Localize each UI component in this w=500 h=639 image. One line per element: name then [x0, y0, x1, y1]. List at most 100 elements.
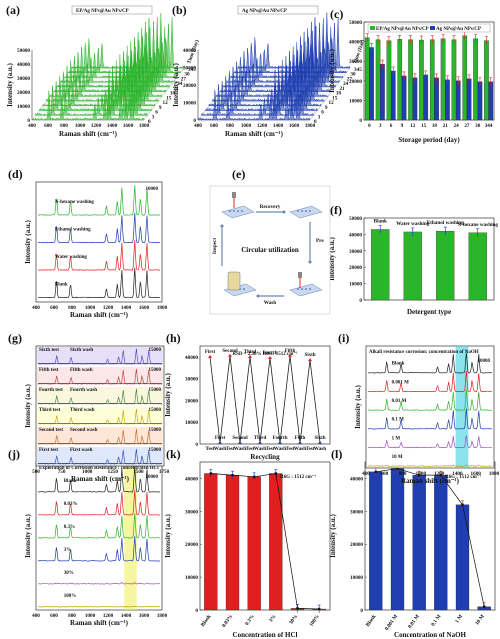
- legend-label: Ag NPs@Au NPs/CP: [242, 9, 287, 14]
- bar: [248, 477, 261, 610]
- x-tick-label: 1000: [75, 123, 86, 129]
- y-tick-label: 20000: [349, 79, 362, 85]
- schematic-panel-e: (e)RecoveryPreWashInspect Circular utiliz…: [210, 167, 330, 314]
- y-tick-label: 20000: [183, 83, 196, 89]
- arrow-pre-head: [309, 261, 312, 264]
- bar: [226, 475, 239, 610]
- waterfall-panel-(b): (b)010000200003000040000Intensity (a.u.)…: [172, 3, 367, 138]
- trend-marker: [296, 607, 298, 609]
- y-tick-label: 0: [359, 118, 362, 124]
- x-tick-label: 400: [28, 123, 36, 129]
- laser-head: [232, 192, 236, 198]
- chip-dot: [305, 288, 307, 290]
- x-tick-label: 1600: [289, 123, 300, 129]
- trace-label: 0.03%: [64, 502, 78, 507]
- y-tick-label: 10000: [183, 101, 196, 107]
- bar: [467, 79, 471, 120]
- highlight-band: [456, 346, 469, 468]
- z-tick-label: 9: [325, 105, 328, 111]
- bar: [391, 469, 404, 610]
- y-tick-label: 40000: [349, 40, 362, 46]
- spectra-panel-(i): (i)Blank0.001 M0.01 M0.1 M1 M10 MAlkali …: [338, 331, 500, 485]
- y-axis-title: Intensity (a.u.): [329, 513, 337, 557]
- cycle-label-wash: Sixth: [314, 436, 325, 441]
- x-tick-label: 400: [32, 613, 40, 619]
- y-tick-label: 0: [360, 608, 363, 614]
- x-tick-label: 1600: [471, 471, 482, 477]
- bar: [434, 78, 438, 120]
- bar: [371, 229, 389, 300]
- arrow-inspect-head: [221, 225, 224, 228]
- bar: [419, 40, 423, 120]
- bar: [402, 76, 406, 120]
- x-tick-label: 800: [226, 123, 234, 129]
- test-label: Fourth test: [39, 388, 63, 393]
- chip-dot: [301, 288, 303, 290]
- bar: [434, 475, 447, 610]
- x-tick-label: Blank: [200, 614, 213, 628]
- trend-marker: [231, 474, 233, 476]
- x-tick-label: 0.03%: [221, 614, 234, 629]
- y-tick-label: 10000: [185, 420, 198, 426]
- y-axis-title: Intensity (a.u.): [328, 48, 336, 92]
- cycle-label: Sixth: [304, 353, 315, 358]
- x-axis-title: Raman shift (cm⁻¹): [59, 130, 118, 138]
- bar: [424, 75, 428, 120]
- x-tick-label: 1800: [489, 471, 500, 477]
- x-tick-label: 0.1 M: [430, 614, 442, 628]
- bar: [469, 233, 487, 300]
- test-label: Third test: [39, 408, 61, 413]
- x-tick-label: 1800: [157, 305, 168, 311]
- x-tick-label: 100%: [308, 614, 320, 628]
- y-tick-label: 20000: [185, 398, 198, 404]
- trace-label: 0.1 M: [392, 418, 405, 423]
- bar: [413, 78, 417, 120]
- x-tick-label: 400: [32, 305, 40, 311]
- panel-label: (j): [8, 447, 20, 461]
- chip-dot: [305, 210, 307, 212]
- trend-marker: [253, 476, 255, 478]
- z-tick-label: 6: [321, 110, 324, 116]
- panel-label: (k): [166, 447, 181, 461]
- x-tick-label: 24: [453, 123, 459, 129]
- wash-label: Second wash: [70, 428, 98, 433]
- chip-dot: [309, 210, 311, 212]
- bar: [204, 474, 217, 610]
- panel-label: (d): [8, 167, 23, 181]
- trend-marker: [375, 471, 377, 473]
- step-label: Recovery: [260, 204, 281, 210]
- bar: [489, 82, 493, 120]
- panel-label: (c): [330, 7, 343, 21]
- y-tick-label: 40000: [349, 232, 362, 238]
- x-tick-label: 1200: [257, 123, 268, 129]
- scale-bar-label: 15000: [149, 408, 162, 413]
- chip-dot: [301, 210, 303, 212]
- legend-swatch: [370, 26, 375, 30]
- y-axis-title: Intensity (a.u.): [6, 62, 14, 106]
- chip-dot: [243, 288, 245, 290]
- trace-label: 1 M: [392, 436, 401, 441]
- rsd-annotation: RSD = 2.98% R6G: 1512 cm⁻¹: [232, 351, 298, 357]
- legend-label: EP/Ag NPs@Au NPs/CP: [376, 27, 429, 32]
- x-tick-label: 600: [50, 305, 58, 311]
- trace-label: Blank: [392, 362, 405, 367]
- x-tick-label: 600: [44, 123, 52, 129]
- scale-bar-label: 10000: [478, 359, 491, 364]
- arrow-wash-head: [257, 295, 260, 298]
- bar: [484, 41, 488, 120]
- trace-label: Blank: [55, 282, 68, 287]
- wash-label: Fifth wash: [70, 368, 93, 373]
- x-axis-title: Raman shift (cm⁻¹): [70, 619, 129, 627]
- trend-marker: [210, 472, 212, 474]
- y-tick-label: 20000: [350, 542, 363, 548]
- test-label: Fifth test: [39, 368, 59, 373]
- bar: [441, 39, 445, 120]
- scale-bar-label: 15000: [149, 448, 162, 453]
- step-label: Pre: [316, 238, 324, 244]
- y-tick-label: 10000: [349, 98, 362, 104]
- bar: [391, 71, 395, 120]
- x-tick-label: 10 M: [474, 614, 486, 627]
- x-tick-label: 1800: [157, 613, 168, 619]
- x-axis-title: Concentration of NaOH: [394, 631, 466, 639]
